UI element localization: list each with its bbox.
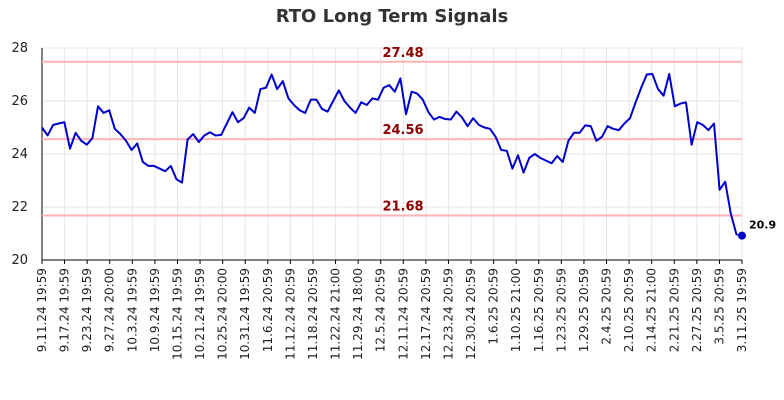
x-tick-label: 12.5.24 20:59 xyxy=(374,268,388,352)
x-tick-label: 11.22.24 21:00 xyxy=(329,268,343,360)
last-point-marker xyxy=(738,231,746,240)
last-value-label: 20.9 xyxy=(749,219,776,232)
x-tick-label: 9.23.24 19:59 xyxy=(80,268,94,352)
x-tick-label: 2.27.25 20:59 xyxy=(690,268,704,352)
x-tick-label: 2.21.25 20:59 xyxy=(667,268,681,352)
reference-line-label: 24.56 xyxy=(382,123,423,138)
x-tick-label: 1.29.25 20:59 xyxy=(577,268,591,352)
chart-title: RTO Long Term Signals xyxy=(275,6,509,27)
x-tick-label: 1.16.25 20:59 xyxy=(532,268,546,352)
x-tick-label: 10.3.24 19:59 xyxy=(125,268,139,352)
x-tick-label: 2.14.25 21:00 xyxy=(645,268,659,352)
x-tick-label: 11.18.24 20:59 xyxy=(306,268,320,360)
x-tick-label: 9.27.24 20:00 xyxy=(103,268,117,352)
x-tick-label: 12.23.24 20:59 xyxy=(441,268,455,360)
y-tick-label: 24 xyxy=(11,147,28,162)
x-tick-label: 10.21.24 19:59 xyxy=(193,268,207,360)
x-tick-label: 10.31.24 19:59 xyxy=(238,268,252,360)
x-tick-label: 1.10.25 21:00 xyxy=(509,268,523,352)
reference-line-label: 21.68 xyxy=(382,199,423,214)
x-tick-label: 2.10.25 20:59 xyxy=(622,268,636,352)
x-tick-label: 11.29.24 18:00 xyxy=(351,268,365,360)
y-tick-label: 28 xyxy=(11,41,28,56)
x-tick-label: 11.6.24 20:59 xyxy=(261,268,275,352)
x-tick-label: 12.30.24 20:59 xyxy=(464,268,478,360)
x-tick-label: 11.12.24 20:59 xyxy=(283,268,297,360)
x-tick-label: 3.5.25 20:59 xyxy=(712,268,726,345)
x-tick-label: 1.6.25 20:59 xyxy=(487,268,501,345)
y-tick-label: 22 xyxy=(11,200,28,215)
x-tick-label: 10.25.24 20:00 xyxy=(216,268,230,360)
x-tick-label: 10.9.24 19:59 xyxy=(148,268,162,352)
x-tick-label: 1.23.25 20:59 xyxy=(554,268,568,352)
x-tick-label: 10.15.24 19:59 xyxy=(170,268,184,360)
x-tick-label: 9.17.24 19:59 xyxy=(58,268,72,352)
y-tick-label: 20 xyxy=(11,253,28,268)
x-tick-label: 2.4.25 20:59 xyxy=(600,268,614,345)
x-tick-label: 12.17.24 20:59 xyxy=(419,268,433,360)
x-tick-label: 3.11.25 19:59 xyxy=(735,268,749,352)
x-tick-label: 12.11.24 20:59 xyxy=(396,268,410,360)
y-tick-label: 26 xyxy=(11,94,28,109)
series-line xyxy=(41,72,743,237)
reference-line-label: 27.48 xyxy=(382,46,423,61)
x-tick-label: 9.11.24 19:59 xyxy=(35,268,49,352)
